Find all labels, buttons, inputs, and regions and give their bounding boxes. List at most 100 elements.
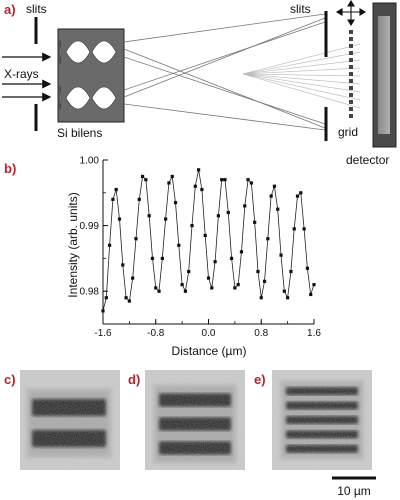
chart-xlabel: Distance (µm) xyxy=(172,344,247,358)
detector xyxy=(372,2,397,148)
data-point xyxy=(206,276,211,280)
detector-label: detector xyxy=(346,153,389,167)
data-point xyxy=(259,296,263,300)
data-point xyxy=(124,296,128,300)
interference-fringes xyxy=(242,43,361,109)
data-point xyxy=(279,253,283,257)
data-point xyxy=(295,194,300,198)
data-point xyxy=(299,191,303,195)
data-point xyxy=(157,289,161,293)
data-point xyxy=(229,256,234,260)
data-point xyxy=(305,266,310,270)
data-point xyxy=(154,286,158,290)
fringe-image-e xyxy=(272,370,372,470)
data-point xyxy=(180,283,184,287)
lens-label: Si bilens xyxy=(57,126,102,140)
data-point xyxy=(193,184,197,188)
data-point xyxy=(101,309,105,313)
data-point xyxy=(177,243,181,247)
x-tick-label: 1.6 xyxy=(307,328,321,339)
data-point xyxy=(262,279,267,283)
data-point xyxy=(140,174,145,178)
panel-a: a) slits X-rays Si bilens xyxy=(2,0,397,167)
data-point xyxy=(282,289,286,293)
panel-d: d) xyxy=(128,370,245,470)
data-point xyxy=(216,214,220,218)
data-point xyxy=(197,168,201,172)
data-point xyxy=(292,227,296,231)
data-point xyxy=(114,187,118,192)
data-point xyxy=(312,283,316,287)
x-tick-label: -1.6 xyxy=(94,328,112,339)
grid-label: grid xyxy=(338,125,358,139)
y-tick-label: 0.99 xyxy=(80,221,100,232)
data-point xyxy=(190,224,194,228)
y-tick-label: 0.98 xyxy=(80,287,100,298)
panel-c-label: c) xyxy=(4,372,16,387)
move-arrows-icon xyxy=(335,0,367,27)
panel-a-label: a) xyxy=(4,2,16,17)
data-point xyxy=(167,181,171,185)
data-point xyxy=(253,220,257,224)
y-tick-label: 1.00 xyxy=(80,156,100,167)
image-noise xyxy=(272,370,372,470)
image-noise xyxy=(145,370,245,470)
data-point xyxy=(276,207,280,211)
panel-b-label: b) xyxy=(4,161,16,176)
data-point xyxy=(150,256,155,260)
data-point xyxy=(117,217,122,221)
data-point xyxy=(144,178,148,182)
beam-lines xyxy=(123,13,326,131)
data-point xyxy=(272,184,277,188)
data-point xyxy=(170,174,174,178)
xray-arrows xyxy=(2,52,52,102)
data-point xyxy=(183,289,188,293)
panel-d-label: d) xyxy=(128,372,140,387)
data-point xyxy=(226,210,230,215)
panel-e: e) xyxy=(254,370,372,470)
data-point xyxy=(239,250,244,254)
x-tick-label: -0.8 xyxy=(147,328,165,339)
data-point xyxy=(213,260,217,264)
x-tick-label: 0.0 xyxy=(202,328,216,339)
xrays-label: X-rays xyxy=(4,67,39,81)
data-point xyxy=(127,299,131,303)
data-point xyxy=(121,263,125,267)
data-point xyxy=(210,286,214,290)
data-point xyxy=(246,178,250,182)
fringe-image-c xyxy=(20,370,120,470)
x-tick-label: 0.8 xyxy=(254,328,268,339)
data-point xyxy=(160,256,164,260)
data-point xyxy=(256,269,260,274)
data-point xyxy=(286,296,290,300)
data-point xyxy=(203,233,207,238)
data-point xyxy=(134,237,138,241)
left-slits-label: slits xyxy=(26,2,47,16)
panel-c: c) xyxy=(4,370,120,470)
data-point xyxy=(309,292,313,297)
data-point xyxy=(249,181,253,185)
intensity-chart: -1.6 -0.8 0.0 0.8 1.6 0.98 0.99 1.00 xyxy=(80,156,322,340)
scale-bar-label: 10 µm xyxy=(337,484,371,498)
data-point xyxy=(187,269,191,274)
right-slits-label: slits xyxy=(290,2,311,16)
data-point xyxy=(111,197,115,201)
data-point xyxy=(220,178,224,182)
data-point xyxy=(131,276,135,280)
data-point xyxy=(200,187,204,192)
data-point xyxy=(269,194,273,198)
data-point xyxy=(302,227,306,231)
data-point xyxy=(147,214,151,218)
fringe-image-d xyxy=(145,370,245,470)
data-point xyxy=(243,204,247,208)
data-point xyxy=(233,286,237,290)
data-point xyxy=(173,201,178,205)
data-point xyxy=(289,269,293,274)
data-point xyxy=(223,178,227,182)
panel-b: b) -1.6 -0.8 0.0 0.8 1.6 0.98 0.99 1.00 Intensi… xyxy=(4,156,321,359)
chart-ylabel: Intensity (arb. units) xyxy=(66,192,80,297)
data-point xyxy=(266,237,270,241)
data-point xyxy=(236,283,240,287)
image-noise xyxy=(20,370,120,470)
